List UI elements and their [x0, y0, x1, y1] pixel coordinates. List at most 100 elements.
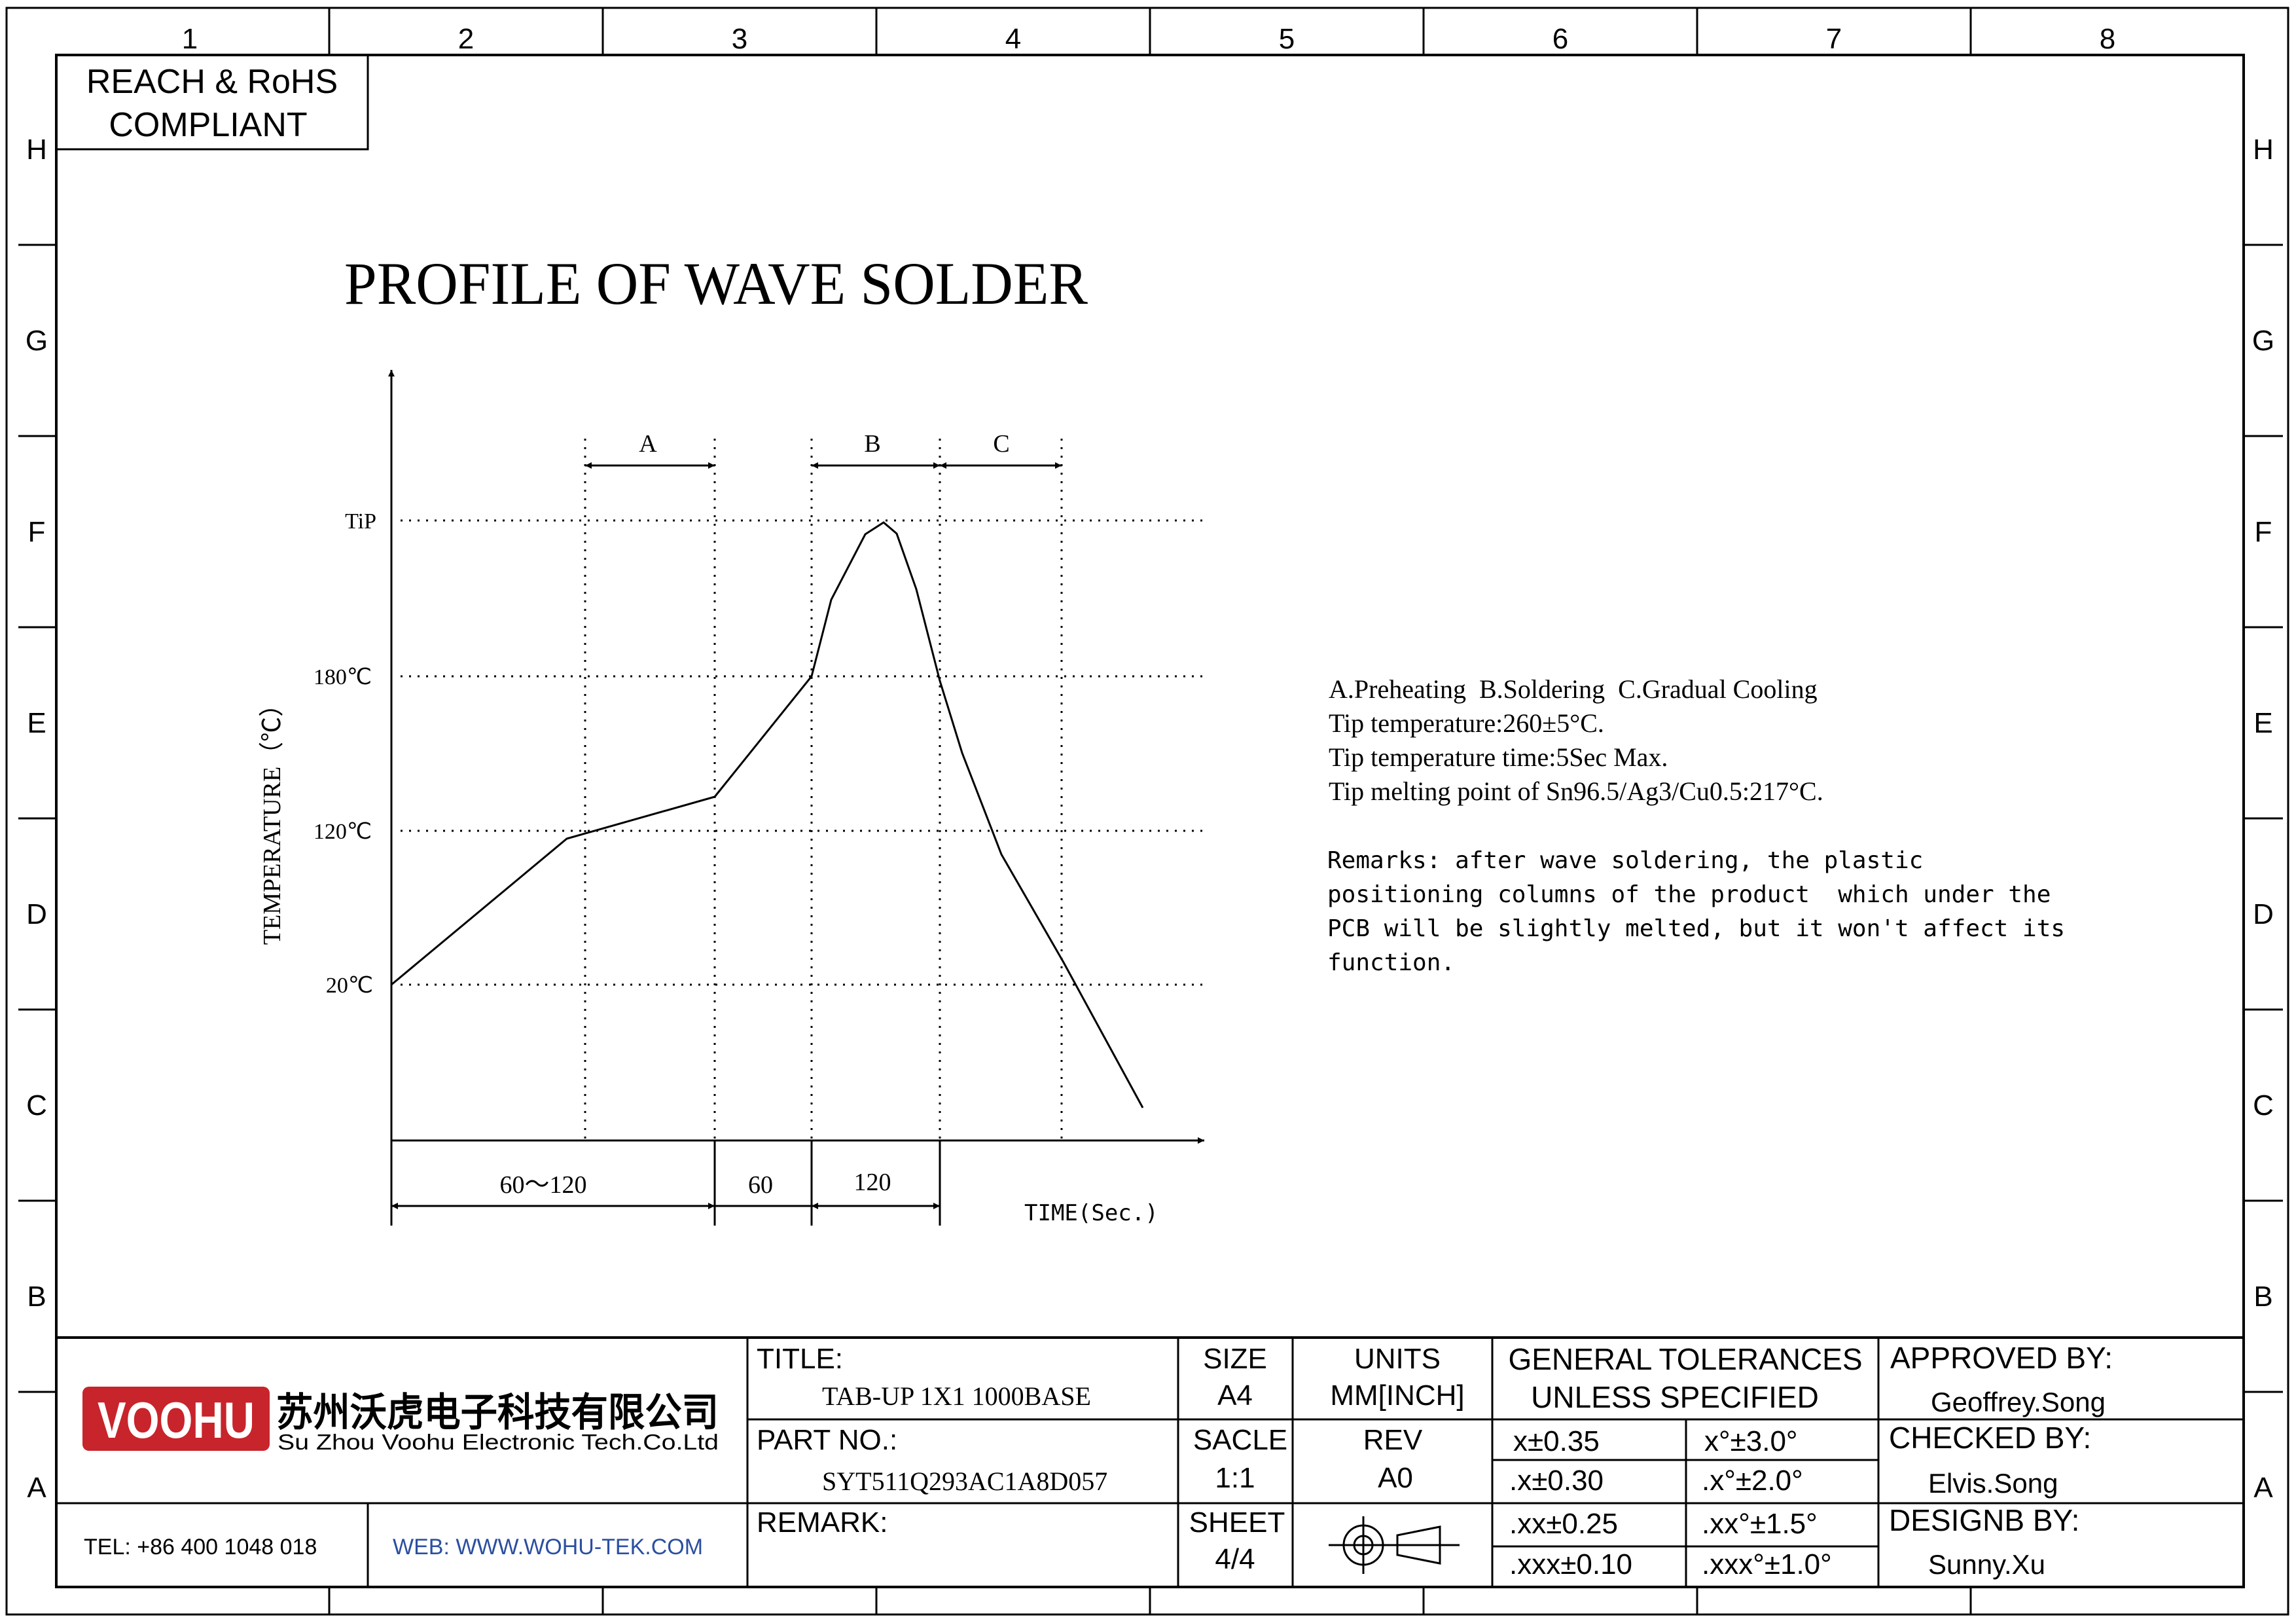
- row-label-e-right: E: [2253, 707, 2272, 739]
- units-value: MM[INCH]: [1330, 1379, 1464, 1412]
- row-label-g: G: [26, 325, 48, 357]
- row-label-h: H: [26, 134, 47, 166]
- zone-label-a: A: [639, 430, 657, 458]
- temperature-gridlines: [401, 519, 1204, 986]
- rev-value: A0: [1378, 1462, 1413, 1494]
- compliance-box: REACH & RoHS COMPLIANT: [55, 54, 369, 151]
- tolerance-linear-1: .x±0.30: [1509, 1465, 1604, 1497]
- row-label-h-right: H: [2253, 134, 2274, 166]
- tolerance-linear-2: .xx±0.25: [1509, 1508, 1618, 1540]
- size-value: A4: [1217, 1379, 1253, 1412]
- zone-label-c: C: [993, 430, 1009, 458]
- y-tick-tip: TiP: [345, 509, 376, 534]
- tolerance-table: x±0.35 x°±3.0° .x±0.30 .x°±2.0° .xx±0.25…: [1509, 1425, 1832, 1580]
- zone-label-b: B: [864, 430, 880, 458]
- note-line-4: Tip melting point of Sn96.5/Ag3/Cu0.5:21…: [1329, 776, 1823, 806]
- tolerance-angular-0: x°±3.0°: [1704, 1425, 1798, 1457]
- approved-label: APPROVED BY:: [1890, 1341, 2113, 1375]
- row-label-d-right: D: [2253, 898, 2274, 930]
- contact-web: WEB: WWW.WOHU-TEK.COM: [393, 1535, 703, 1559]
- y-tick-20: 20℃: [326, 974, 373, 998]
- note-line-1: A.Preheating B.Soldering C.Gradual Cooli…: [1329, 674, 1818, 704]
- y-axis-label: TEMPERATURE（℃）: [259, 692, 286, 945]
- row-label-c-right: C: [2253, 1089, 2274, 1122]
- checked-label: CHECKED BY:: [1889, 1421, 2091, 1455]
- column-label-6: 6: [1552, 23, 1568, 55]
- row-label-f: F: [28, 516, 46, 548]
- remark-line-1: Remarks: after wave soldering, the plast…: [1327, 847, 1923, 874]
- contact-tel: TEL: +86 400 1048 018: [84, 1535, 317, 1559]
- span-label-60-120: 60～120: [499, 1171, 586, 1199]
- row-label-e: E: [27, 707, 46, 739]
- company-name-cn: 苏州沃虎电子科技有限公司: [276, 1391, 719, 1434]
- row-label-c: C: [26, 1089, 47, 1122]
- span-label-60: 60: [748, 1171, 773, 1199]
- tolerance-header-1: GENERAL TOLERANCES: [1508, 1342, 1862, 1376]
- approved-value: Geoffrey.Song: [1931, 1387, 2106, 1417]
- projection-symbol-icon: [1329, 1516, 1460, 1574]
- row-label-b-right: B: [2253, 1281, 2272, 1313]
- compliance-line-2: COMPLIANT: [109, 106, 307, 144]
- y-tick-120: 120℃: [314, 820, 372, 844]
- part-no-value: SYT511Q293AC1A8D057: [822, 1467, 1107, 1496]
- part-no-label: PART NO.:: [757, 1424, 897, 1456]
- column-label-2: 2: [458, 23, 474, 55]
- scale-value: 1:1: [1215, 1462, 1255, 1494]
- remark-line-3: PCB will be slightly melted, but it won'…: [1327, 915, 2065, 942]
- row-labels-right: H G F E D C B A: [2252, 134, 2274, 1504]
- sheet-label: SHEET: [1189, 1506, 1285, 1539]
- tolerance-angular-1: .x°±2.0°: [1702, 1465, 1803, 1497]
- size-label: SIZE: [1203, 1343, 1267, 1375]
- tolerance-angular-3: .xxx°±1.0°: [1702, 1548, 1832, 1580]
- company-name-en: Su Zhou Voohu Electronic Tech.Co.Ltd: [278, 1430, 719, 1454]
- notes: A.Preheating B.Soldering C.Gradual Cooli…: [1329, 674, 1823, 806]
- units-label: UNITS: [1354, 1343, 1441, 1375]
- row-label-b: B: [27, 1281, 46, 1313]
- title-block: VOOHU 苏州沃虎电子科技有限公司 Su Zhou Voohu Electro…: [56, 1336, 2244, 1587]
- tolerance-linear-3: .xxx±0.10: [1509, 1548, 1632, 1580]
- y-tick-180: 180℃: [314, 665, 372, 689]
- title-block-lines: [56, 1336, 2244, 1587]
- time-dimensions: [390, 1140, 941, 1226]
- column-label-4: 4: [1005, 23, 1021, 55]
- column-label-8: 8: [2100, 23, 2115, 55]
- column-label-5: 5: [1279, 23, 1295, 55]
- column-label-7: 7: [1826, 23, 1842, 55]
- column-label-3: 3: [732, 23, 747, 55]
- solder-profile-diagram: TiP 180℃ 120℃ 20℃ TEMPERATURE（℃） A B C: [259, 370, 1204, 1226]
- sheet-value: 4/4: [1215, 1543, 1255, 1575]
- tolerance-linear-0: x±0.35: [1513, 1425, 1600, 1457]
- remark-line-2: positioning columns of the product which…: [1327, 881, 2051, 908]
- scale-label: SACLE: [1193, 1424, 1287, 1456]
- y-tick-labels: TiP 180℃ 120℃ 20℃: [314, 509, 376, 998]
- zone-gridlines: [584, 439, 1063, 1140]
- row-label-a-right: A: [2253, 1472, 2273, 1504]
- designed-value: Sunny.Xu: [1928, 1549, 2045, 1580]
- time-span-labels: 60～120 60 120: [499, 1169, 891, 1199]
- tolerance-header-2: UNLESS SPECIFIED: [1531, 1380, 1819, 1414]
- company-logo: VOOHU: [82, 1387, 270, 1451]
- logo-text: VOOHU: [98, 1391, 255, 1449]
- row-label-a: A: [27, 1472, 46, 1504]
- column-label-1: 1: [182, 23, 198, 55]
- row-labels-left: H G F E D C B A: [26, 134, 48, 1504]
- title-value: TAB-UP 1X1 1000BASE: [822, 1381, 1091, 1411]
- note-line-3: Tip temperature time:5Sec Max.: [1329, 742, 1668, 772]
- rev-label: REV: [1363, 1424, 1423, 1456]
- title-label: TITLE:: [757, 1343, 843, 1375]
- drawing-title: PROFILE OF WAVE SOLDER: [344, 250, 1088, 317]
- row-ticks: [18, 244, 2283, 1393]
- row-label-g-right: G: [2252, 325, 2274, 357]
- compliance-line-1: REACH & RoHS: [86, 63, 338, 101]
- remark-line-4: function.: [1327, 949, 1455, 976]
- zone-labels: A B C: [639, 430, 1009, 458]
- x-axis-label: TIME(Sec.): [1024, 1200, 1158, 1226]
- designed-label: DESIGNB BY:: [1889, 1503, 2079, 1537]
- logo-badge: [82, 1387, 270, 1451]
- tolerance-angular-2: .xx°±1.5°: [1702, 1508, 1818, 1540]
- remark-label: REMARK:: [757, 1506, 888, 1539]
- remarks: Remarks: after wave soldering, the plast…: [1327, 847, 2065, 976]
- solder-profile-curve: [391, 521, 1144, 1108]
- checked-value: Elvis.Song: [1928, 1468, 2058, 1499]
